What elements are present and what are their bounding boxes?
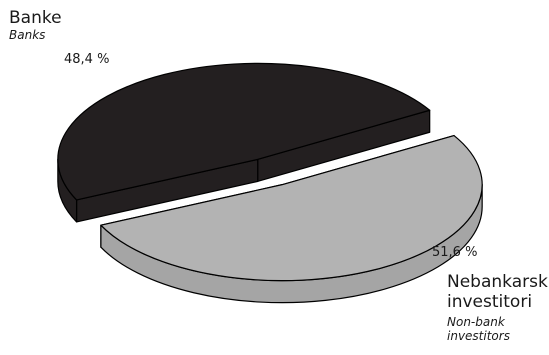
banks-label-en: Banks [9,28,46,42]
slice-2-top [100,134,483,282]
nonbank-label-line-2: investitori [447,292,533,312]
slice-1-top [57,62,431,201]
banks-label: Banke [9,8,62,28]
nonbank-percent-label: 51,6 % [432,245,478,260]
nonbank-label-en-line-1: Non-bank [447,315,505,329]
banks-percent-label: 48,4 % [64,52,110,67]
nonbank-label-line-1: Nebankarski [447,272,549,292]
nonbank-label-en-line-2: investitors [447,329,510,343]
pie-slices [57,62,483,304]
